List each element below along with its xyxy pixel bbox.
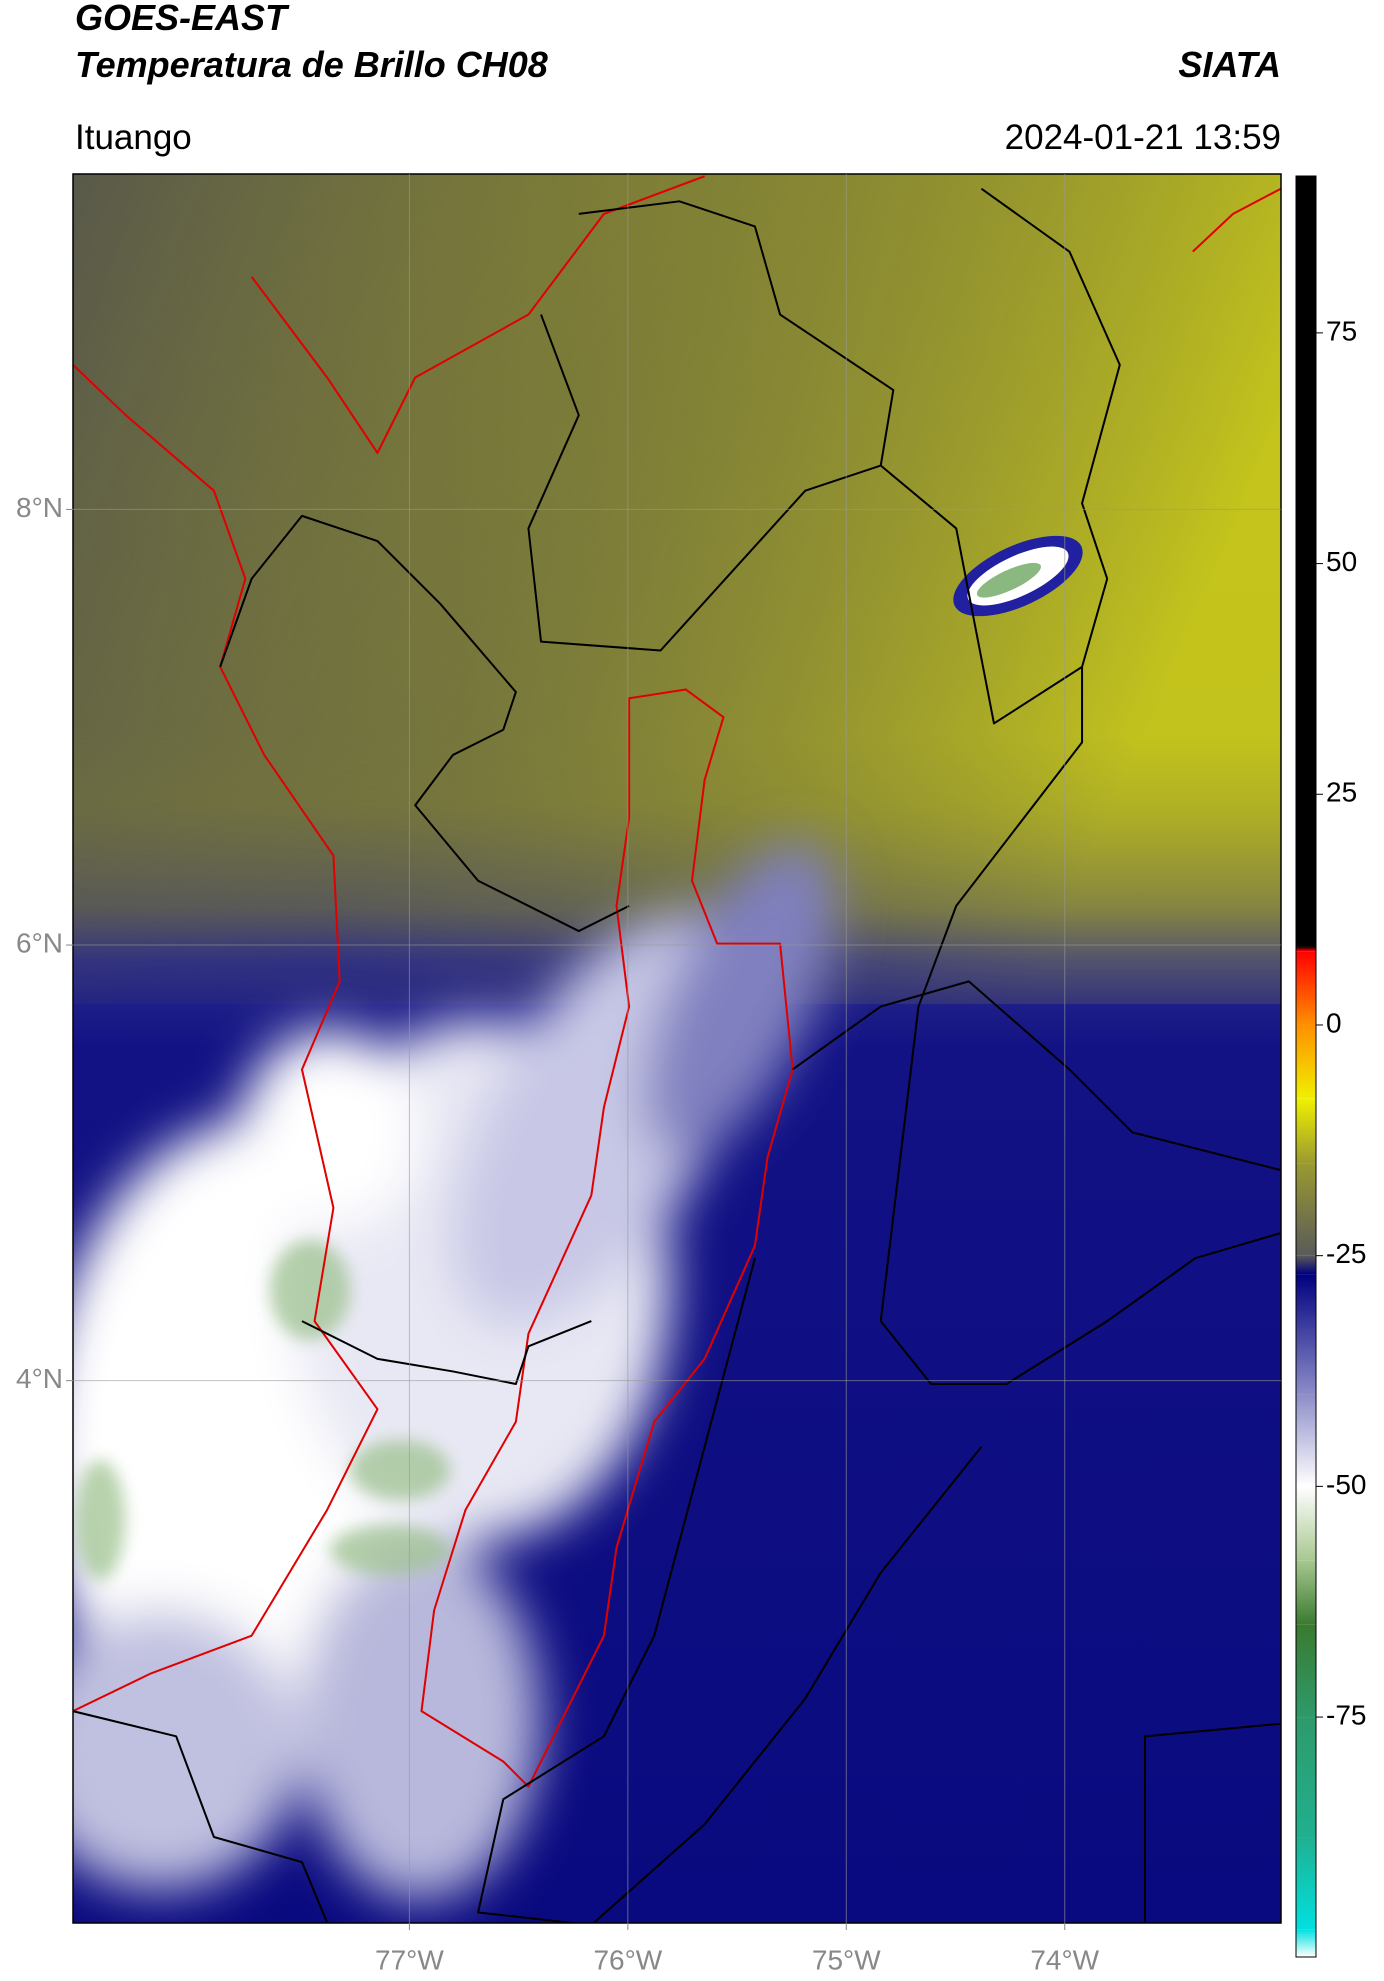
colorbar-segment: [1296, 951, 1316, 1025]
colorbar-segment: [1296, 1098, 1316, 1164]
x-tick-label: 74°W: [1030, 1944, 1099, 1975]
colorbar-segment: [1296, 1624, 1316, 1718]
colorbar-tick-label: 75: [1326, 315, 1357, 346]
x-tick-label: 76°W: [593, 1944, 662, 1975]
colorbar-segment: [1296, 1024, 1316, 1099]
y-tick-label: 4°N: [16, 1363, 63, 1394]
colorbar-segment: [1296, 1486, 1316, 1561]
map-frame: [72, 173, 1282, 1924]
satellite-image: [73, 174, 1281, 1923]
colorbar-frame: [1295, 175, 1317, 1958]
colorbar-tick-label: 0: [1326, 1007, 1342, 1038]
product: Temperatura de Brillo CH08: [75, 44, 548, 85]
colorbar-segment: [1296, 1255, 1316, 1275]
colorbar-tick-label: 50: [1326, 546, 1357, 577]
colorbar-segment: [1296, 1837, 1316, 1930]
y-tick-label: 6°N: [16, 927, 63, 958]
colorbar-tick-label: -50: [1326, 1469, 1366, 1500]
location: Ituango: [75, 118, 192, 157]
colorbar-segment: [1296, 1929, 1316, 1957]
colorbar-segment: [1296, 176, 1316, 947]
colorbar-segment: [1296, 1163, 1316, 1256]
x-tick-label: 77°W: [375, 1944, 444, 1975]
colorbar-segment: [1296, 1394, 1316, 1487]
x-tick-label: 75°W: [812, 1944, 881, 1975]
y-tick-label: 8°N: [16, 492, 63, 523]
colorbar-segment: [1296, 1717, 1316, 1838]
colorbar-tick-label: -75: [1326, 1699, 1366, 1730]
colorbar-tick-label: -25: [1326, 1238, 1366, 1269]
colorbar-segment: [1296, 1274, 1316, 1395]
colorbar-segment: [1296, 946, 1316, 952]
agency: SIATA: [1178, 44, 1281, 85]
colorbar-segment: [1296, 1560, 1316, 1625]
colorbar-tick-label: 25: [1326, 777, 1357, 808]
satellite: GOES-EAST: [75, 0, 290, 38]
datetime: 2024-01-21 13:59: [1005, 118, 1281, 157]
